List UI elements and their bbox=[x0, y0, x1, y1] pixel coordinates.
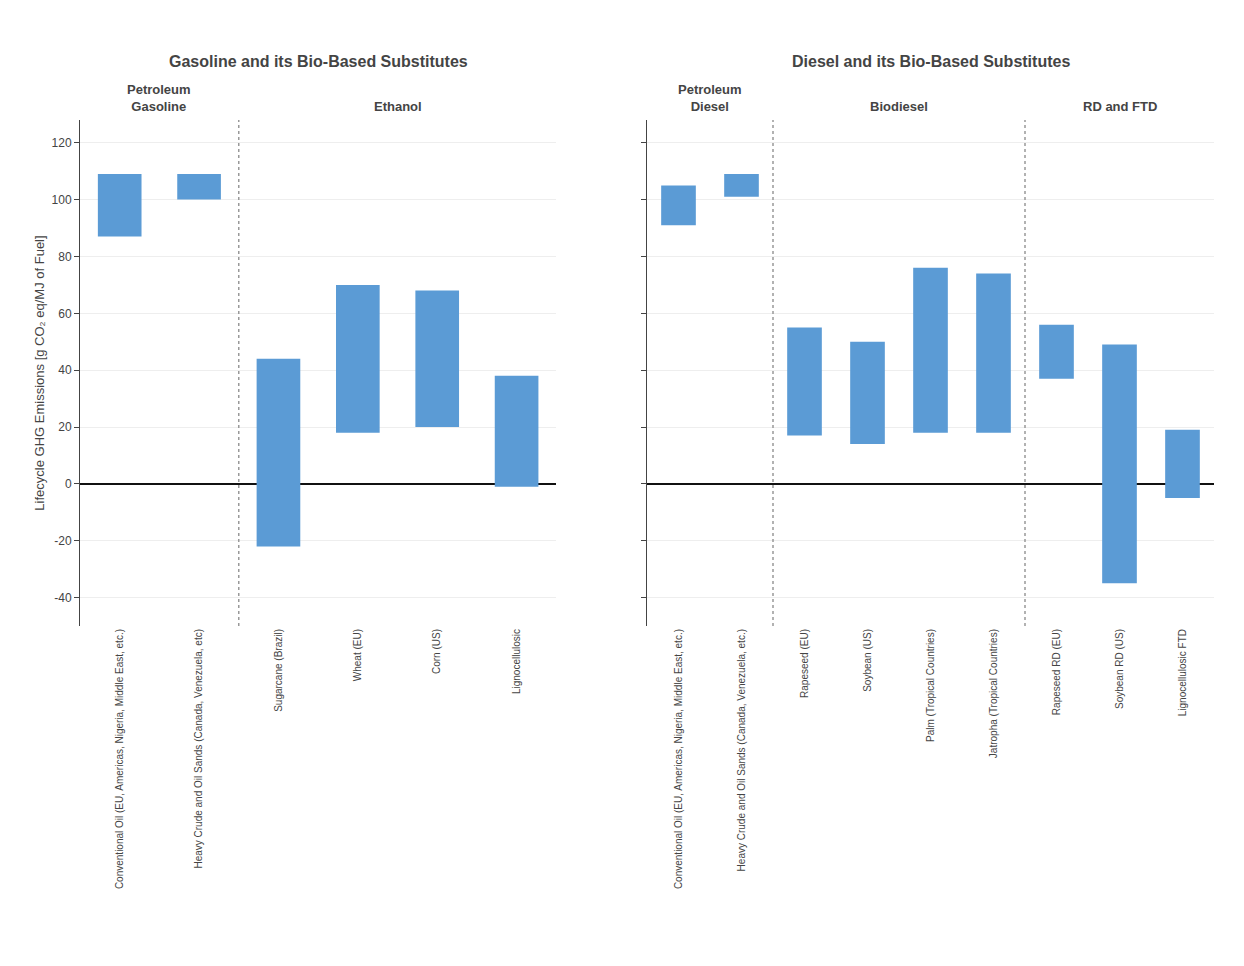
svg-text:Conventional Oil (EU, Americas: Conventional Oil (EU, Americas, Nigeria,… bbox=[114, 629, 125, 889]
svg-text:Soybean RD (US): Soybean RD (US) bbox=[1114, 629, 1125, 709]
svg-text:Lignocellulosic FTD: Lignocellulosic FTD bbox=[1177, 629, 1188, 716]
svg-text:120: 120 bbox=[52, 136, 72, 150]
svg-text:Jatropha (Tropical Countries): Jatropha (Tropical Countries) bbox=[988, 629, 999, 758]
svg-text:Rapeseed (EU): Rapeseed (EU) bbox=[799, 629, 810, 698]
svg-text:Sugarcane (Brazil): Sugarcane (Brazil) bbox=[273, 629, 284, 712]
svg-text:PetroleumDiesel: PetroleumDiesel bbox=[678, 82, 742, 114]
svg-text:100: 100 bbox=[52, 193, 72, 207]
svg-text:Lifecycle GHG Emissions [g CO₂: Lifecycle GHG Emissions [g CO₂ eq/MJ of … bbox=[32, 235, 47, 510]
svg-text:Soybean (US): Soybean (US) bbox=[862, 629, 873, 692]
svg-text:-40: -40 bbox=[54, 591, 72, 605]
svg-text:20: 20 bbox=[58, 420, 72, 434]
svg-text:Diesel and its Bio-Based Subst: Diesel and its Bio-Based Substitutes bbox=[792, 53, 1070, 70]
svg-text:Rapeseed RD (EU): Rapeseed RD (EU) bbox=[1051, 629, 1062, 715]
svg-text:Gasoline and its Bio-Based Sub: Gasoline and its Bio-Based Substitutes bbox=[169, 53, 468, 70]
svg-text:0: 0 bbox=[65, 477, 72, 491]
svg-text:80: 80 bbox=[58, 250, 72, 264]
svg-text:RD and FTD: RD and FTD bbox=[1083, 99, 1157, 114]
svg-text:Ethanol: Ethanol bbox=[374, 99, 422, 114]
svg-text:40: 40 bbox=[58, 363, 72, 377]
svg-text:Palm (Tropical Countries): Palm (Tropical Countries) bbox=[925, 629, 936, 742]
svg-text:60: 60 bbox=[58, 307, 72, 321]
svg-text:Conventional Oil (EU, Americas: Conventional Oil (EU, Americas, Nigeria,… bbox=[673, 629, 684, 889]
svg-text:Wheat (EU): Wheat (EU) bbox=[352, 629, 363, 681]
svg-text:Lignocellulosic: Lignocellulosic bbox=[511, 629, 522, 694]
svg-text:Heavy Crude and Oil Sands (Can: Heavy Crude and Oil Sands (Canada, Venez… bbox=[193, 629, 204, 869]
svg-text:-20: -20 bbox=[54, 534, 72, 548]
svg-text:Corn (US): Corn (US) bbox=[431, 629, 442, 674]
svg-text:Biodiesel: Biodiesel bbox=[870, 99, 928, 114]
svg-text:PetroleumGasoline: PetroleumGasoline bbox=[127, 82, 191, 114]
svg-text:Heavy Crude and Oil Sands (Can: Heavy Crude and Oil Sands (Canada, Venez… bbox=[736, 629, 747, 871]
